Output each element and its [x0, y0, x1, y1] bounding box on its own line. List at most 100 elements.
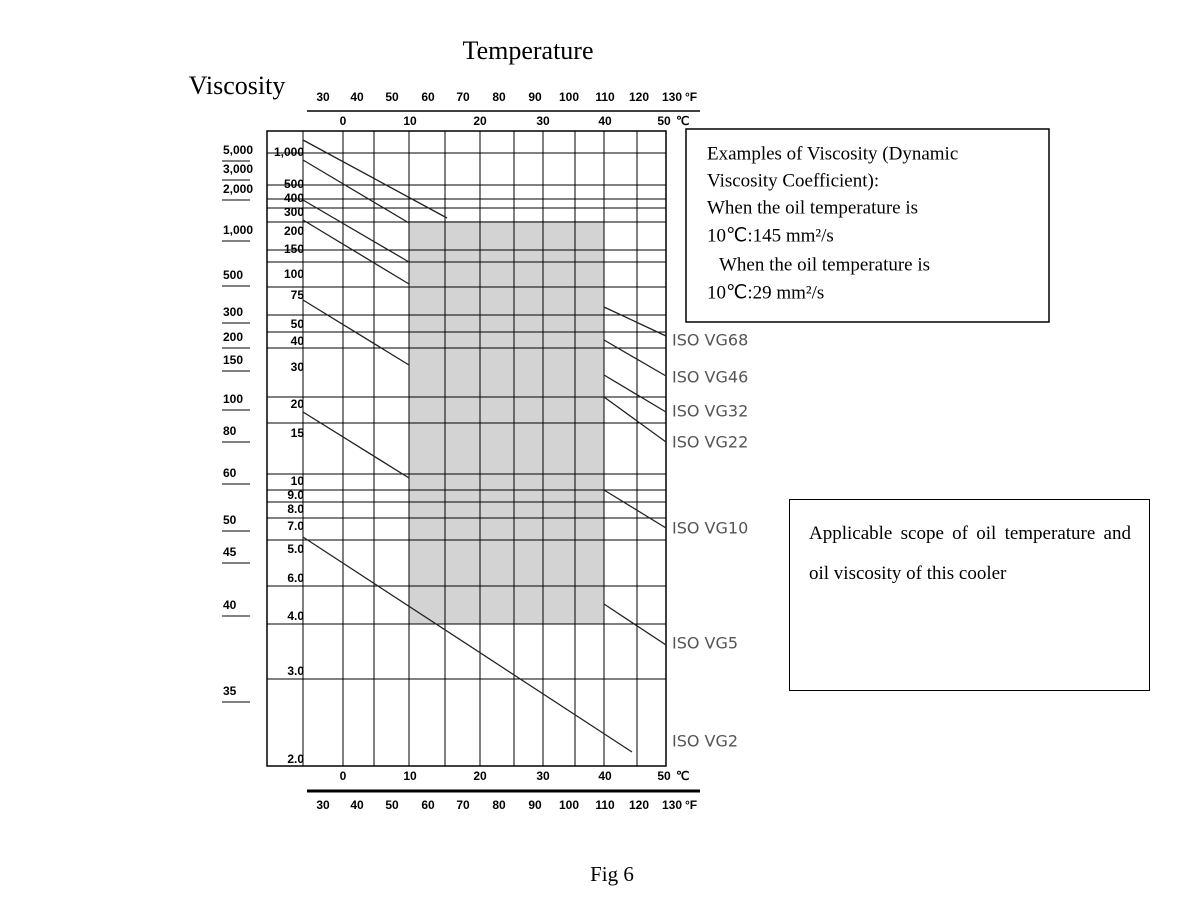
fahrenheit-label: 40: [350, 798, 364, 812]
grade-label: ISO VG68: [672, 331, 748, 350]
grade-line: [603, 374, 667, 413]
outer-scale-label: 45: [223, 545, 237, 559]
inner-scale-label: 7.0: [287, 519, 304, 533]
fahrenheit-label: 120: [629, 90, 649, 104]
fahrenheit-label: 80: [492, 798, 506, 812]
grade-line: [302, 159, 410, 224]
celsius-label: 10: [403, 769, 417, 783]
outer-scale-label: 200: [223, 330, 243, 344]
fahrenheit-label: 70: [456, 90, 470, 104]
grade-label: ISO VG46: [672, 368, 748, 387]
inner-scale-label: 9.0: [287, 488, 304, 502]
inner-scale-label: 300: [284, 205, 304, 219]
fahrenheit-label: 120: [629, 798, 649, 812]
fahrenheit-label: 40: [350, 90, 364, 104]
fahrenheit-label: 90: [528, 798, 542, 812]
celsius-label: 30: [536, 769, 550, 783]
inner-scale-label: 4.0: [287, 609, 304, 623]
celsius-label: 20: [473, 769, 487, 783]
grade-label: ISO VG5: [672, 634, 738, 653]
celsius-label: 40: [598, 769, 612, 783]
inner-scale-label: 200: [284, 224, 304, 238]
grade-line: [603, 489, 667, 529]
fahrenheit-label: 60: [421, 90, 435, 104]
outer-scale-label: 40: [223, 598, 237, 612]
title: Temperature: [463, 36, 594, 65]
y-label: Viscosity: [189, 71, 286, 100]
grade-label: ISO VG10: [672, 519, 748, 538]
inner-scale-label: 50: [291, 317, 305, 331]
inner-scale-label: 30: [291, 360, 305, 374]
grade-line: [603, 306, 667, 337]
fahrenheit-label: 110: [595, 90, 615, 104]
inner-scale-label: 150: [284, 242, 304, 256]
inner-scale-label: 10: [291, 474, 305, 488]
fahrenheit-unit: °F: [685, 798, 697, 812]
example-box: [685, 128, 1050, 323]
celsius-unit: ℃: [676, 769, 689, 783]
caption: Fig 6: [590, 862, 634, 886]
celsius-label: 10: [403, 114, 417, 128]
celsius-unit: ℃: [676, 114, 689, 128]
fahrenheit-label: 30: [316, 90, 330, 104]
outer-scale-label: 300: [223, 305, 243, 319]
grade-line: [603, 339, 667, 377]
outer-scale-label: 35: [223, 684, 237, 698]
grade-line: [302, 299, 410, 366]
fahrenheit-label: 50: [385, 90, 399, 104]
fahrenheit-label: 80: [492, 90, 506, 104]
fahrenheit-label: 70: [456, 798, 470, 812]
celsius-label: 50: [657, 769, 671, 783]
fahrenheit-label: 100: [559, 90, 579, 104]
example-line: 10℃:145 mm²/s: [707, 225, 834, 246]
celsius-label: 50: [657, 114, 671, 128]
inner-scale-label: 15: [291, 426, 305, 440]
celsius-label: 0: [340, 114, 347, 128]
example-line: Examples of Viscosity (Dynamic: [707, 143, 958, 164]
inner-scale-label: 3.0: [287, 664, 304, 678]
outer-scale-label: 2,000: [223, 182, 253, 196]
outer-scale-label: 500: [223, 268, 243, 282]
fahrenheit-label: 130: [662, 90, 682, 104]
inner-scale-label: 6.0: [287, 571, 304, 585]
fahrenheit-label: 50: [385, 798, 399, 812]
outer-scale-label: 1,000: [223, 223, 253, 237]
grade-line: [302, 219, 410, 285]
inner-scale-label: 2.0: [287, 752, 304, 766]
grade-line: [603, 396, 667, 443]
grade-line: [302, 536, 633, 753]
example-line: 10℃:29 mm²/s: [707, 282, 824, 303]
celsius-label: 30: [536, 114, 550, 128]
grade-line: [302, 199, 410, 263]
fahrenheit-label: 30: [316, 798, 330, 812]
fahrenheit-label: 100: [559, 798, 579, 812]
inner-scale-label: 8.0: [287, 502, 304, 516]
celsius-label: 40: [598, 114, 612, 128]
fahrenheit-label: 90: [528, 90, 542, 104]
outer-scale-label: 5,000: [223, 143, 253, 157]
inner-scale-label: 20: [291, 397, 305, 411]
celsius-label: 0: [340, 769, 347, 783]
outer-scale-label: 100: [223, 392, 243, 406]
outer-scale-label: 150: [223, 353, 243, 367]
outer-scale-label: 80: [223, 424, 237, 438]
inner-scale-label: 100: [284, 267, 304, 281]
scope-box: Applicable scope of oil temperature and …: [789, 499, 1150, 691]
inner-scale-label: 5.0: [287, 542, 304, 556]
outer-scale-label: 50: [223, 513, 237, 527]
chart-frame: [266, 130, 667, 767]
inner-scale-label: 400: [284, 191, 304, 205]
fahrenheit-label: 60: [421, 798, 435, 812]
fahrenheit-label: 110: [595, 798, 615, 812]
inner-scale-label: 1,000: [274, 145, 304, 159]
fahrenheit-unit: °F: [685, 90, 697, 104]
grade-label: ISO VG2: [672, 732, 738, 751]
grade-line: [603, 603, 667, 646]
example-line: When the oil temperature is: [719, 254, 930, 275]
grade-label: ISO VG22: [672, 433, 748, 452]
inner-scale-label: 40: [291, 334, 305, 348]
grade-line: [302, 411, 410, 479]
inner-scale-label: 500: [284, 177, 304, 191]
